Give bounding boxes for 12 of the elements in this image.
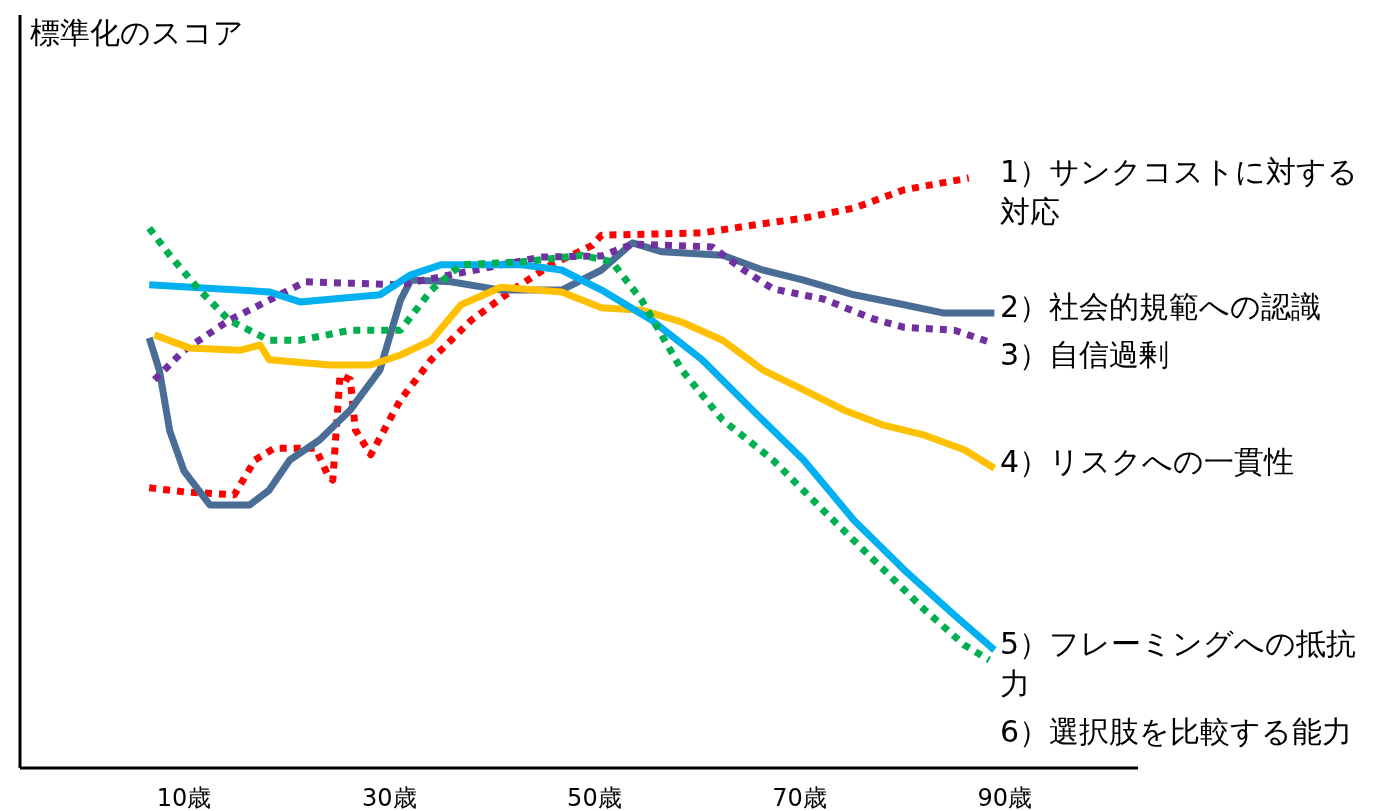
series-label: 3）自信過剰 [1000, 336, 1170, 372]
x-tick-label: 90歳 [977, 784, 1032, 811]
series-label: 5）フレーミングへの抵抗力 [1000, 625, 1357, 701]
x-tick-label: 50歳 [567, 784, 622, 811]
y-axis-title: 標準化のスコア [30, 15, 244, 50]
series-label: 2）社会的規範への認識 [1000, 288, 1322, 324]
x-tick-label: 70歳 [772, 784, 827, 811]
series-label: 4）リスクへの一貫性 [1000, 443, 1295, 479]
series-label: 6）選択肢を比較する能力 [1000, 713, 1353, 749]
series-label: 1）サンクコストに対する対応 [1000, 153, 1359, 229]
x-tick-label: 30歳 [361, 784, 417, 811]
x-tick-label: 10歳 [156, 784, 212, 811]
